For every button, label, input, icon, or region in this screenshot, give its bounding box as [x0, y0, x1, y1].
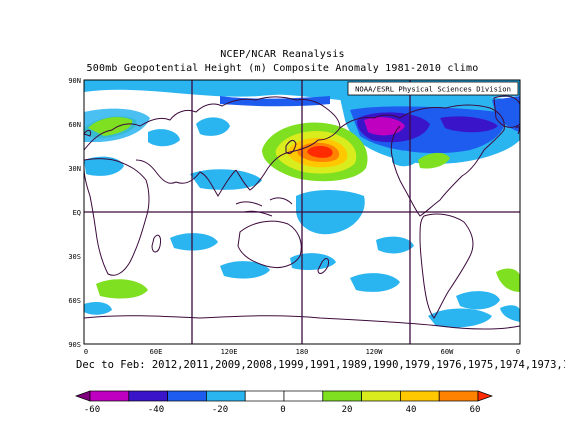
coast-indonesia: [235, 197, 293, 217]
lon-label-120w: 120W: [366, 348, 384, 356]
colorbar-segment: [477, 390, 494, 402]
credit-box: [347, 81, 519, 96]
anomaly-s-pacific-negative-2: [350, 273, 400, 292]
colorbar-tick: 60: [470, 405, 481, 415]
anomaly-s-atlantic-negative: [456, 291, 500, 310]
anomaly-atlantic-positive-core: [88, 117, 133, 136]
coast-japan: [285, 139, 297, 155]
colorbar: [74, 390, 494, 402]
lat-label-30s: 30S: [68, 253, 81, 261]
lat-label-60n: 60N: [68, 121, 81, 129]
anomaly-us-positive: [418, 152, 450, 169]
anomaly-africa-negative: [84, 156, 124, 176]
lat-label-eq: EQ: [73, 209, 81, 217]
anomaly-s-pacific-negative: [290, 253, 336, 270]
lon-label-60e: 60E: [150, 348, 163, 356]
colorbar-tick: -40: [148, 405, 164, 415]
coast-antarctica: [83, 315, 521, 330]
colorbar-tick: -60: [84, 405, 100, 415]
colorbar-tick: 40: [406, 405, 417, 415]
lat-label-60s: 60S: [68, 297, 81, 305]
coast-madagascar: [151, 234, 161, 253]
map-frame: [83, 79, 521, 345]
grid-lines: [83, 79, 521, 345]
coast-south-america: [419, 213, 474, 319]
coastlines: [83, 95, 521, 330]
anomaly-alaska-core: [364, 117, 405, 136]
anomaly-europe-negative: [148, 129, 180, 147]
anomaly-s-pacific-negative-3: [376, 236, 414, 254]
colorbar-tick: 20: [342, 405, 353, 415]
coast-arabia: [135, 159, 177, 184]
lon-label-120e: 120E: [221, 348, 238, 356]
colorbar-tick-labels: -60 -40 -20 0 20 40 60: [84, 405, 481, 415]
anomaly-s-atlantic-positive: [496, 268, 520, 292]
lon-label-60w: 60W: [441, 348, 454, 356]
anomaly-antarctic-negative-2: [84, 302, 112, 315]
colorbar-tick: 0: [280, 405, 285, 415]
anomaly-australia-south-negative: [220, 261, 270, 279]
colorbar-segment: [74, 390, 91, 402]
anomaly-indian-negative: [190, 169, 262, 190]
lon-label-0-left: 0: [84, 348, 88, 356]
coast-australia: [237, 220, 302, 269]
colorbar-segment: [167, 390, 207, 402]
map-subtitle: 500mb Geopotential Height (m) Composite …: [86, 63, 479, 74]
lon-axis-labels: 0 60E 120E 180 120W 60W 0: [84, 348, 520, 356]
colorbar-segment: [89, 390, 130, 402]
colorbar-segment: [361, 390, 401, 402]
coast-india: [175, 169, 237, 197]
lon-label-180: 180: [296, 348, 309, 356]
anomaly-antarctic-negative-3: [500, 305, 520, 322]
colorbar-segment: [206, 390, 246, 402]
anomaly-south-indian-negative: [170, 233, 218, 251]
anomaly-greenland-negative: [492, 96, 520, 132]
colorbar-segment: [322, 390, 362, 402]
coast-asia-east: [235, 139, 319, 191]
coast-north-america: [390, 104, 505, 217]
coast-africa: [83, 158, 150, 276]
anomaly-antarctic-negative: [428, 308, 492, 328]
credit-text: NOAA/ESRL Physical Sciences Division: [355, 85, 511, 94]
anomaly-south-africa-positive: [96, 279, 148, 299]
colorbar-segment: [283, 390, 324, 402]
lat-axis-labels: 90N 60N 30N EQ 30S 60S 90S: [68, 77, 81, 349]
colorbar-tick: -20: [212, 405, 228, 415]
composite-caption: Dec to Feb: 2012,2011,2009,2008,1999,199…: [76, 359, 565, 371]
lon-label-0-right: 0: [516, 348, 520, 356]
colorbar-segment: [244, 390, 285, 402]
map-title: NCEP/NCAR Reanalysis: [220, 49, 345, 60]
colorbar-segment: [438, 390, 479, 402]
anomaly-canada-strong: [440, 116, 498, 133]
anomaly-asia-negative: [196, 117, 230, 136]
coast-new-zealand: [317, 258, 329, 274]
coast-alaska: [339, 114, 401, 129]
lat-label-90s: 90S: [68, 341, 81, 349]
coast-europe: [83, 96, 341, 151]
colorbar-segment: [128, 390, 168, 402]
coast-uk: [83, 126, 520, 137]
colorbar-segment: [400, 390, 440, 402]
anomaly-pacific-pos60: [307, 146, 333, 158]
anomaly-us-negative: [392, 150, 418, 167]
lat-label-30n: 30N: [68, 165, 81, 173]
lat-label-90n: 90N: [68, 77, 81, 85]
